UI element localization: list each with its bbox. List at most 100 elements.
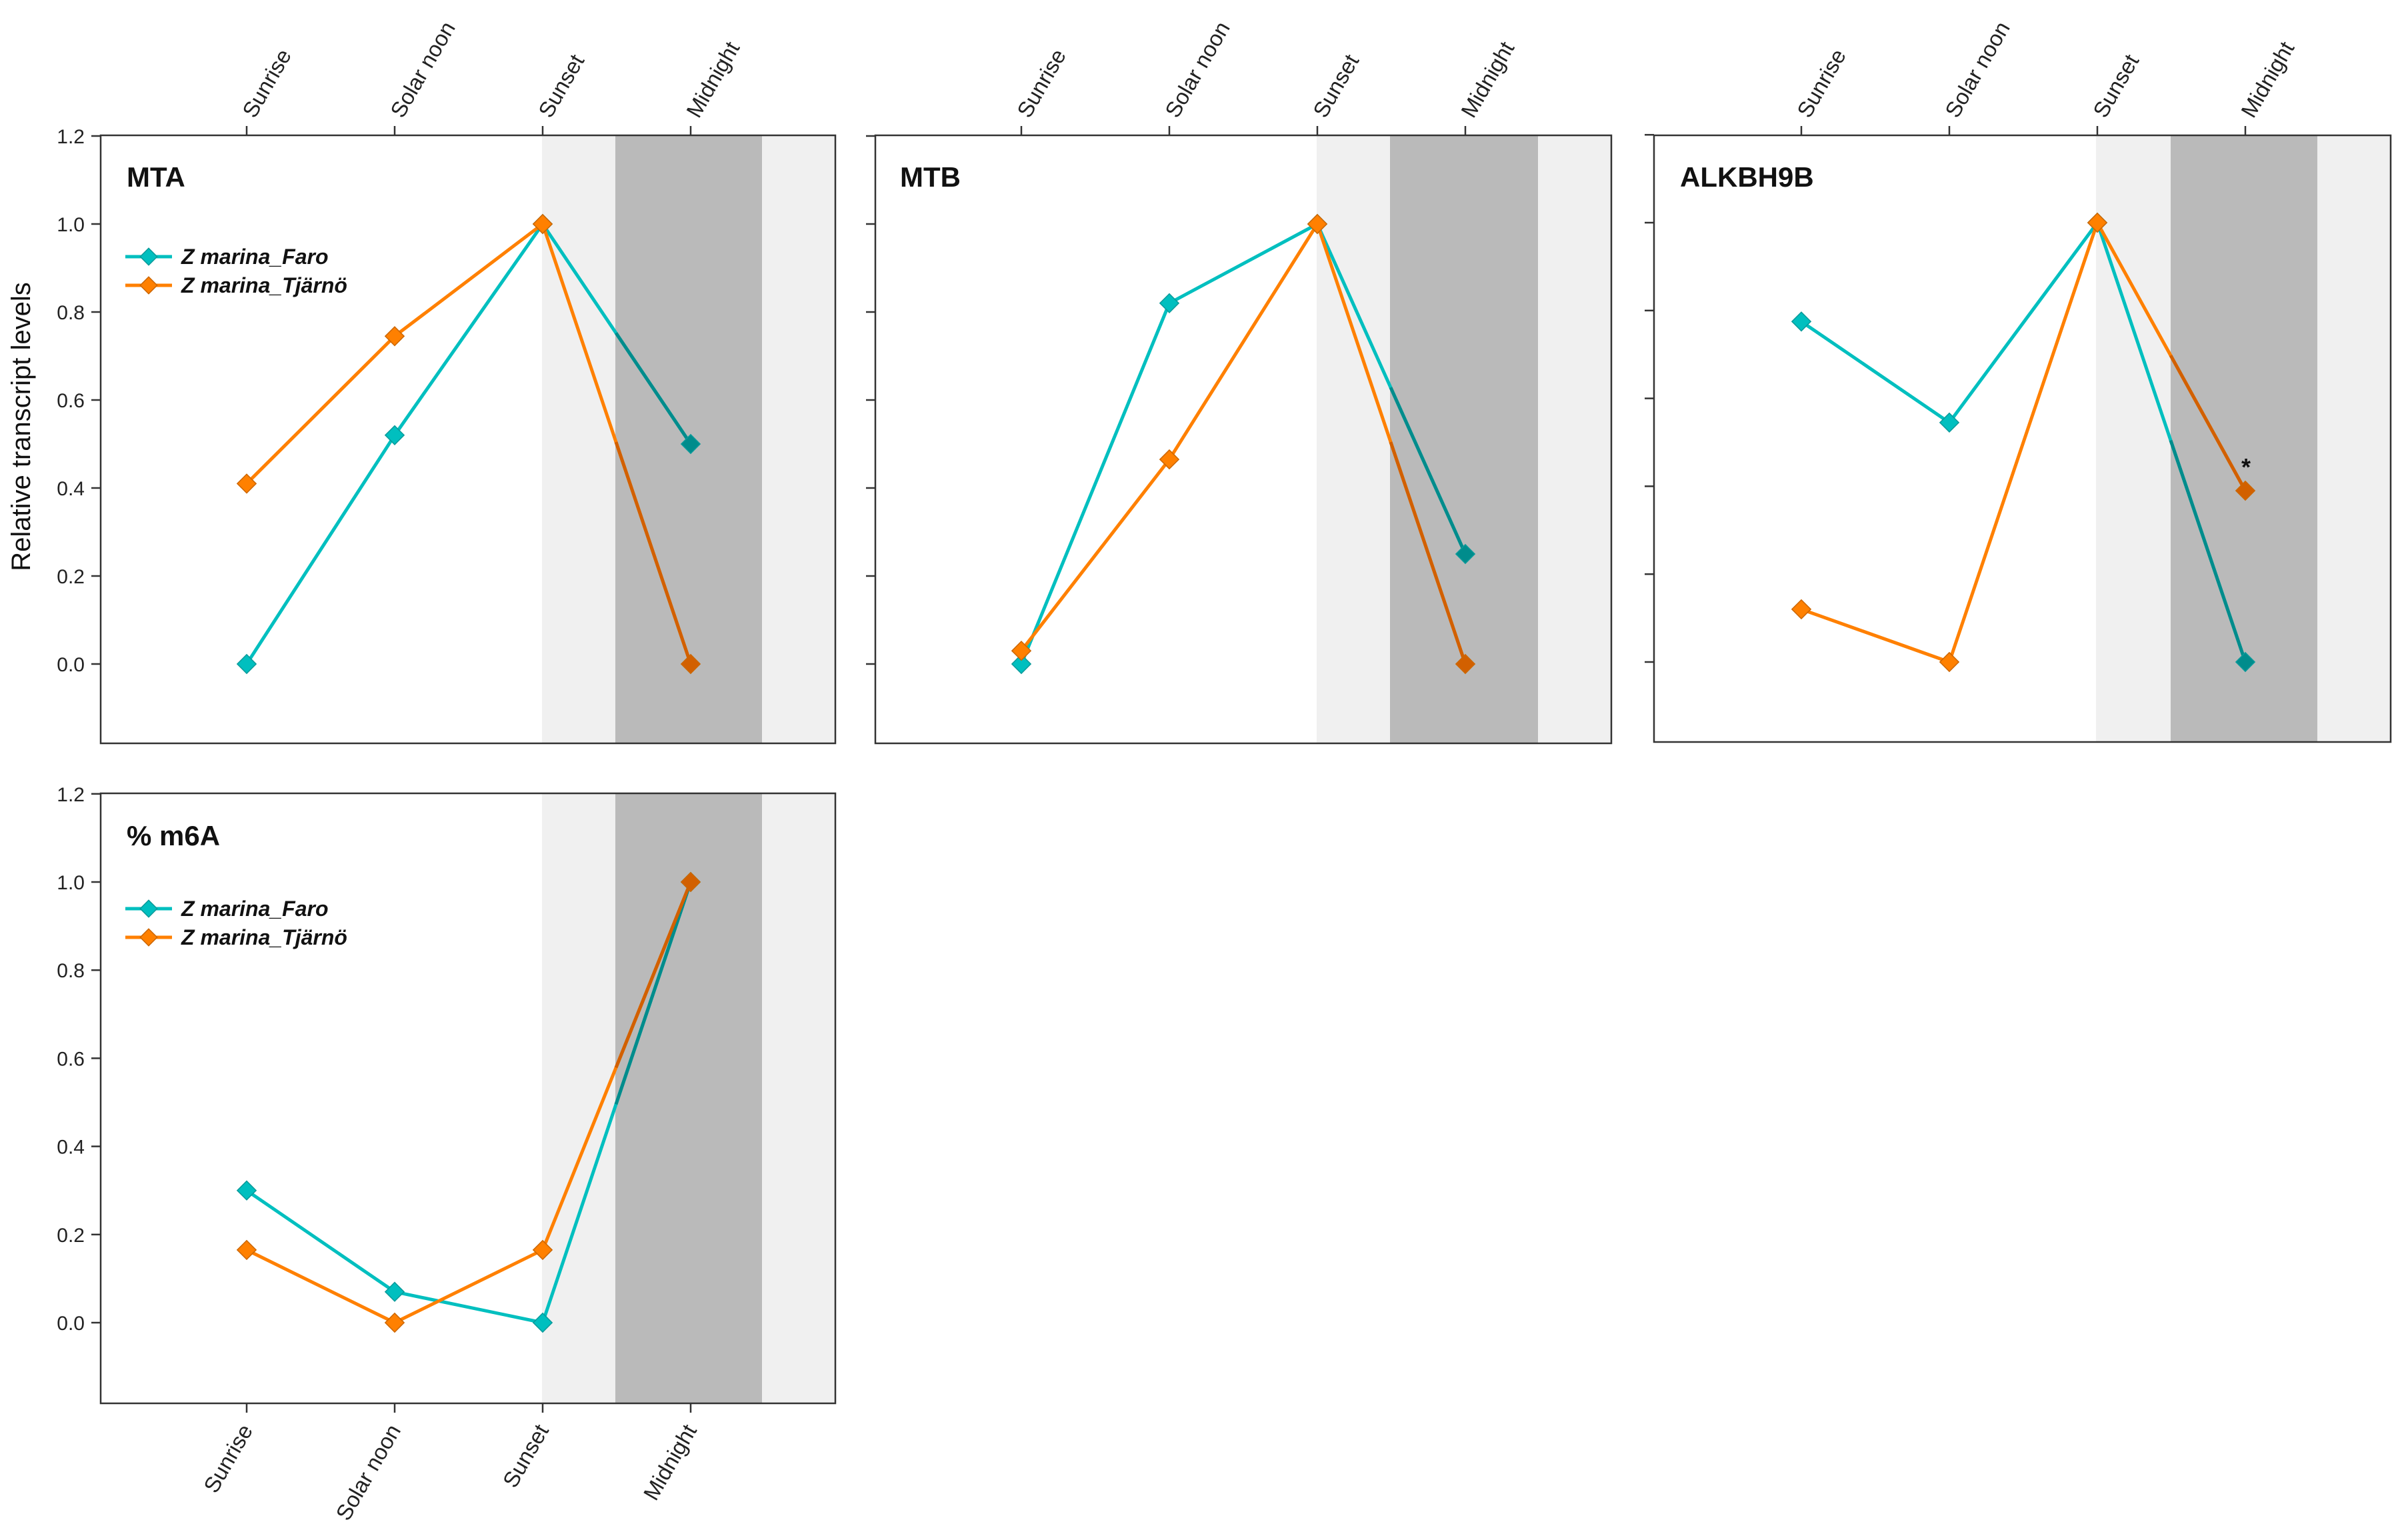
- data-point-tjarno: [2235, 480, 2256, 501]
- plot-frame: [1653, 134, 2392, 743]
- data-point-faro: [384, 425, 405, 446]
- series-marks: [236, 213, 701, 675]
- band-dawn: [762, 135, 835, 743]
- legend-label-tjarno: Z marina_Tjärnö: [181, 273, 347, 297]
- data-point-tjarno: [236, 1239, 257, 1261]
- data-point-faro: [532, 1312, 553, 1333]
- series-line-night-faro: [1389, 387, 1467, 555]
- x-tick-label: Solar noon: [1940, 17, 2015, 122]
- y-tick-label: 0.8: [57, 960, 85, 982]
- band-evening: [1317, 135, 1390, 743]
- y-tick-label: 1.0: [57, 872, 85, 894]
- legend-marker-faro: [139, 247, 158, 266]
- y-tick-label: 0.0: [57, 654, 85, 676]
- data-point-faro: [384, 1281, 405, 1302]
- plot-frame: [99, 134, 837, 745]
- legend-label-faro: Z marina_Faro: [181, 897, 329, 921]
- band-dawn: [762, 793, 835, 1403]
- y-tick-label: 1.2: [57, 126, 85, 148]
- x-tick-label: Sunset: [533, 50, 589, 121]
- x-tick-label: Sunset: [1308, 50, 1363, 121]
- x-tick-label: Midnight: [2236, 37, 2299, 122]
- series-marks: [1791, 212, 2256, 673]
- y-tick-label: 0.4: [57, 1137, 85, 1159]
- panel-alkbh9b: ALKBH9B Sunrise Solar noon Sunset Midnight …: [1645, 17, 2392, 743]
- series-line-night-faro: [614, 332, 693, 445]
- legend-marker-tjarno: [139, 928, 158, 947]
- data-point-faro: [1455, 543, 1476, 565]
- panel-title: MTA: [127, 161, 185, 193]
- y-tick-label: 0.4: [57, 478, 85, 500]
- data-point-tjarno: [1455, 653, 1476, 675]
- plot-frame: [99, 792, 837, 1405]
- data-point-tjarno: [1159, 449, 1180, 470]
- y-tick-label: 0.0: [57, 1313, 85, 1335]
- x-tick-label: Sunrise: [199, 1420, 257, 1497]
- data-point-faro: [2235, 651, 2256, 673]
- series-line-night-tjarno: [1389, 441, 1467, 665]
- data-point-tjarno: [1011, 640, 1032, 661]
- x-tick-label: Sunrise: [1792, 45, 1851, 121]
- y-tick-label: 0.2: [57, 566, 85, 588]
- legend-marker-faro: [139, 899, 158, 918]
- data-point-tjarno: [236, 473, 257, 494]
- band-dawn: [2317, 135, 2391, 742]
- data-point-tjarno: [1307, 213, 1328, 235]
- band-night: [2171, 135, 2317, 742]
- band-night: [615, 793, 762, 1403]
- x-tick-label: Midnight: [1456, 37, 1519, 122]
- series-line-night-faro: [2169, 439, 2247, 663]
- x-tick-label: Solar noon: [385, 17, 460, 122]
- panel-mtb: MTB Sunrise Solar noon Sunset Midnight: [866, 17, 1613, 745]
- data-point-faro: [680, 433, 701, 455]
- y-tick-label: 1.0: [57, 214, 85, 236]
- band-evening: [2096, 135, 2171, 742]
- panel-title: MTB: [900, 161, 961, 193]
- plot-frame: [874, 134, 1613, 745]
- x-tick-label: Midnight: [639, 1420, 701, 1505]
- y-tick-label: 0.2: [57, 1225, 85, 1247]
- y-tick-label: 0.8: [57, 302, 85, 324]
- data-point-faro: [236, 1180, 257, 1201]
- data-point-tjarno: [1939, 651, 1960, 673]
- legend: Z marina_Faro Z marina_Tjärnö: [125, 245, 347, 297]
- data-point-tjarno: [2087, 212, 2108, 233]
- x-tick-label: Sunset: [2088, 50, 2143, 121]
- data-point-faro: [1791, 311, 1812, 332]
- data-point-faro: [1159, 293, 1180, 314]
- significance-asterisk: *: [2241, 453, 2251, 481]
- panel-title: % m6A: [127, 820, 220, 851]
- legend-label-tjarno: Z marina_Tjärnö: [181, 925, 347, 949]
- series-line-night-tjarno: [2169, 354, 2247, 492]
- data-point-faro: [236, 653, 257, 675]
- band-dawn: [1538, 135, 1611, 743]
- series-line-night-tjarno: [614, 441, 693, 665]
- x-tick-label: Sunrise: [1012, 45, 1071, 121]
- x-tick-label: Midnight: [681, 37, 744, 122]
- y-tick-label: 1.2: [57, 784, 85, 806]
- y-axis-title: Relative transcript levels: [7, 282, 36, 571]
- band-evening: [542, 135, 615, 743]
- data-point-tjarno: [384, 326, 405, 347]
- data-point-tjarno: [1791, 599, 1812, 620]
- panel-m6a: % m6A 0.0 0.2 0.4 0.6 0.8 1.0 1.2 Sunrise Solar …: [57, 784, 837, 1525]
- x-tick-label: Solar noon: [1160, 17, 1235, 122]
- data-point-tjarno: [532, 1239, 553, 1261]
- legend: Z marina_Faro Z marina_Tjärnö: [125, 897, 347, 949]
- x-tick-label: Sunrise: [237, 45, 296, 121]
- legend-label-faro: Z marina_Faro: [181, 245, 329, 269]
- data-point-tjarno: [532, 213, 553, 235]
- y-tick-label: 0.6: [57, 390, 85, 412]
- data-point-faro: [1011, 653, 1032, 675]
- y-tick-label: 0.6: [57, 1048, 85, 1070]
- series-line-night-tjarno: [614, 881, 693, 1069]
- series-line-night-faro: [614, 881, 693, 1105]
- series-marks: [1011, 213, 1476, 675]
- data-point-faro: [1939, 412, 1960, 433]
- series-marks: [236, 871, 701, 1333]
- x-tick-label: Solar noon: [331, 1420, 405, 1525]
- data-point-tjarno: [384, 1312, 405, 1333]
- x-tick-label: Sunset: [498, 1420, 553, 1491]
- data-point-tjarno: [680, 871, 701, 893]
